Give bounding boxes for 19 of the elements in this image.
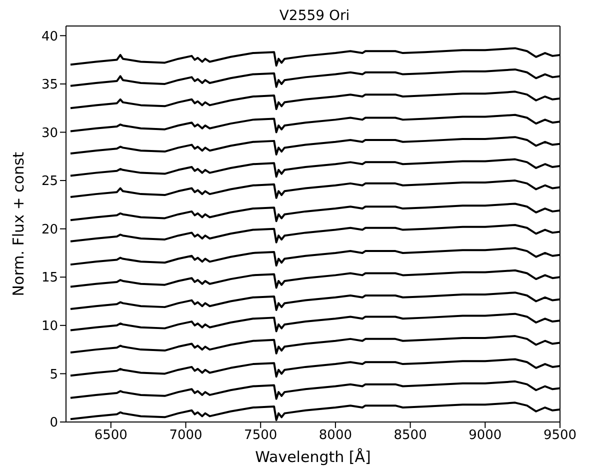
y-tick-label: 20 [41,222,58,238]
x-tick-label: 7500 [244,428,278,444]
x-axis-title: Wavelength [Å] [255,448,371,466]
y-tick-label: 25 [41,174,58,190]
y-axis-title: Norm. Flux + const [9,152,28,296]
y-tick-label: 40 [41,29,58,44]
y-tick-label: 15 [41,270,58,286]
x-tick-label: 6500 [94,428,128,444]
x-tick-label: 9000 [468,428,502,444]
x-tick-label: 7000 [169,428,202,444]
y-tick-label: 30 [41,126,58,141]
y-tick-label: 35 [41,78,58,93]
x-tick-label: 9500 [543,428,577,444]
x-tick-label: 8500 [394,428,427,444]
x-tick-label: 8000 [318,428,352,444]
y-tick-label: 5 [50,367,58,382]
chart-title: V2559 Ori [278,8,351,25]
y-tick-label: 10 [41,319,58,334]
y-tick-label: 0 [50,416,58,431]
